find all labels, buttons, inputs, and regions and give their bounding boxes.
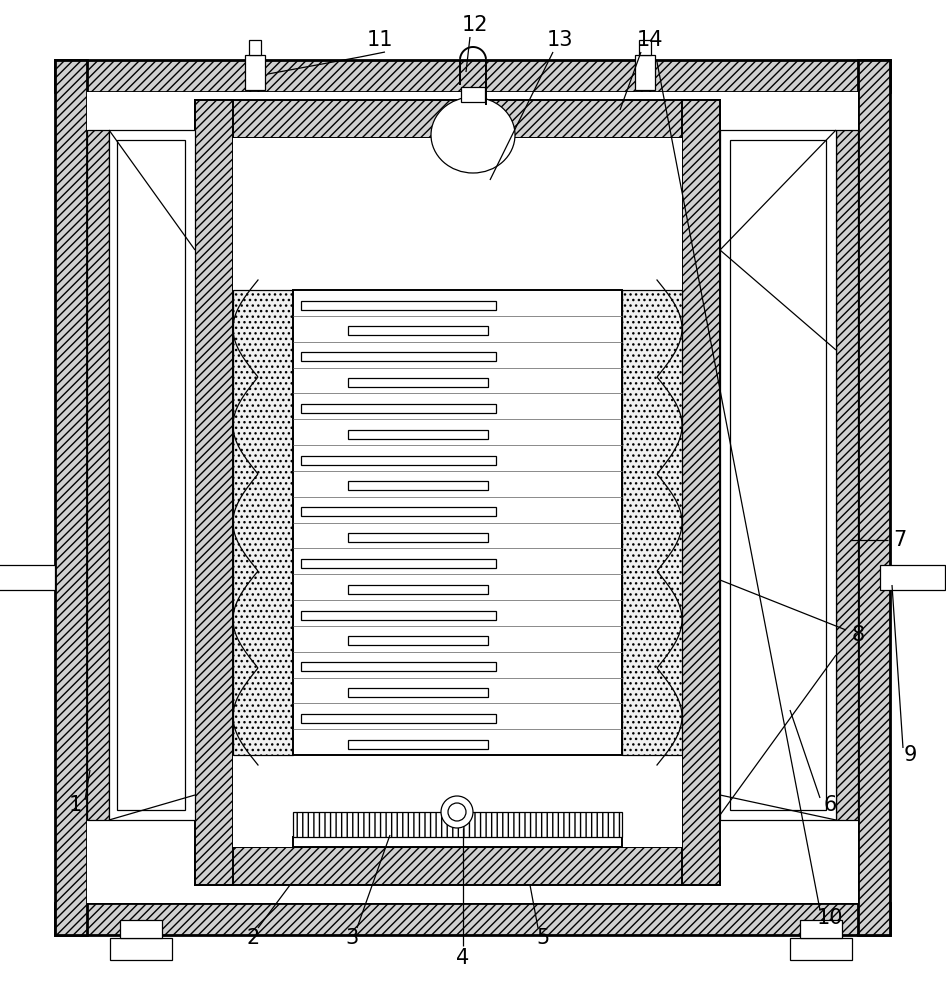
Bar [195,100,233,885]
Text: 11: 11 [367,30,394,50]
Bar [301,404,496,413]
Bar [301,300,496,310]
Bar [720,130,836,820]
Text: 14: 14 [637,30,663,50]
Bar [110,938,172,960]
Bar [348,688,488,697]
Bar [109,130,195,820]
Text: 3: 3 [345,928,359,948]
Bar [622,290,682,755]
Text: 13: 13 [547,30,573,50]
Bar [301,610,496,619]
Text: 10: 10 [816,908,843,928]
Bar [249,40,261,55]
Bar [301,352,496,361]
Bar [233,290,293,755]
Bar [635,55,655,90]
Bar [348,533,488,542]
Text: 8: 8 [851,625,865,645]
Bar [195,847,720,885]
Bar [790,938,852,960]
Bar [233,138,682,847]
Bar [730,140,826,810]
Bar [117,140,185,810]
Bar [55,60,890,92]
Bar [348,740,488,749]
Bar [293,837,622,847]
Bar [880,565,945,590]
Text: 7: 7 [893,530,906,550]
Bar [55,60,87,935]
Bar [245,55,265,90]
Bar [301,714,496,723]
Bar [348,481,488,490]
Bar [0,565,55,590]
Text: 1: 1 [68,795,81,815]
Bar [301,662,496,671]
Bar [800,920,842,938]
Bar [348,585,488,594]
Text: 9: 9 [903,745,917,765]
Bar [461,87,485,102]
Bar [348,636,488,645]
Bar [682,100,720,885]
Bar [348,326,488,335]
Bar [87,130,109,820]
Bar [301,456,496,464]
Text: 4: 4 [456,948,469,968]
Bar [55,903,890,935]
Bar [858,60,890,935]
Text: 6: 6 [823,795,836,815]
Bar [87,92,858,903]
Bar [639,40,651,55]
Bar [301,559,496,568]
Text: 12: 12 [462,15,488,35]
Text: 5: 5 [536,928,550,948]
Bar [293,812,622,837]
Bar [348,430,488,439]
Bar [836,130,858,820]
Bar [301,507,496,516]
Ellipse shape [431,97,515,173]
Circle shape [441,796,473,828]
Bar [195,100,720,138]
Circle shape [448,803,466,821]
Bar [293,290,622,755]
Bar [120,920,162,938]
Text: 2: 2 [246,928,259,948]
Bar [348,378,488,387]
